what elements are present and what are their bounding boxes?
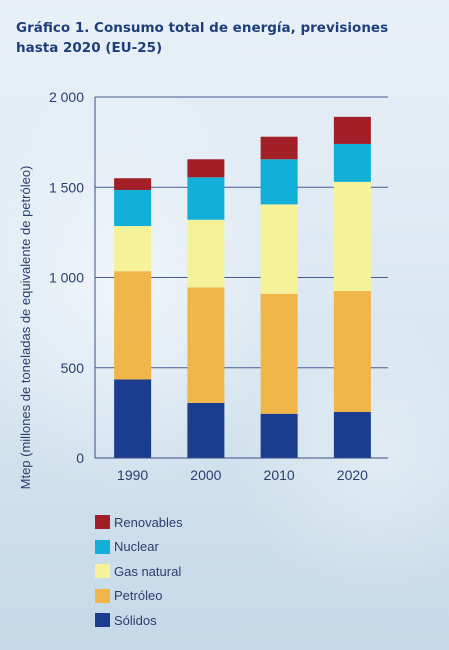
x-tick-label: 2020 bbox=[337, 467, 368, 483]
bar-segment-renovables-1990 bbox=[114, 178, 152, 190]
bar-segment-renovables-2020 bbox=[333, 116, 371, 144]
y-tick-label: 1 000 bbox=[49, 270, 84, 286]
bar-segment-nuclear-1990 bbox=[114, 189, 152, 227]
legend-swatch bbox=[95, 613, 110, 628]
y-axis-label: Mtep (millones de toneladas de equivalen… bbox=[18, 166, 33, 490]
legend-swatch bbox=[95, 539, 110, 554]
bar-segment-gas-natural-2020 bbox=[333, 181, 371, 292]
y-tick-label: 500 bbox=[61, 360, 85, 376]
chart-title-line-1: Gráfico 1. Consumo total de energía, pre… bbox=[16, 20, 389, 36]
chart-title: Gráfico 1. Consumo total de energía, pre… bbox=[16, 18, 436, 58]
bar-segment-nuclear-2020 bbox=[333, 143, 371, 182]
bar-segment-petr-leo-2020 bbox=[333, 291, 371, 412]
bar-segment-gas-natural-1990 bbox=[114, 226, 152, 272]
bar-stacks bbox=[114, 116, 371, 458]
chart-title-line-2: hasta 2020 (EU-25) bbox=[16, 40, 163, 56]
bar-segment-renovables-2000 bbox=[187, 159, 225, 178]
bar-segment-gas-natural-2010 bbox=[260, 204, 298, 294]
legend-label: Petróleo bbox=[114, 588, 163, 604]
legend-label: Sólidos bbox=[114, 612, 157, 628]
legend-swatch bbox=[95, 515, 110, 530]
legend-item: Gas natural bbox=[95, 559, 183, 584]
bar-segment-petr-leo-2010 bbox=[260, 293, 298, 414]
legend-item: Nuclear bbox=[95, 535, 183, 560]
x-tick-label: 2010 bbox=[264, 467, 295, 483]
axes bbox=[94, 97, 388, 459]
legend-item: Petróleo bbox=[95, 584, 183, 609]
bar-segment-nuclear-2000 bbox=[187, 177, 225, 220]
legend-item: Sólidos bbox=[95, 608, 183, 633]
y-tick-label: 0 bbox=[76, 450, 84, 466]
legend-swatch bbox=[95, 564, 110, 579]
legend-label: Nuclear bbox=[114, 539, 159, 555]
bar-segment-petr-leo-2000 bbox=[187, 287, 225, 403]
legend: Renovables Nuclear Gas natural Petróleo Sóli… bbox=[95, 510, 183, 633]
bar-stack-1990 bbox=[114, 178, 152, 458]
bar-segment-petr-leo-1990 bbox=[114, 271, 152, 380]
y-tick-labels: 0 500 1 000 1 500 2 000 bbox=[49, 89, 84, 466]
bar-segment-s-lidos-1990 bbox=[114, 379, 152, 458]
bar-stack-2020 bbox=[333, 116, 371, 458]
bar-segment-s-lidos-2000 bbox=[187, 402, 225, 458]
bar-segment-renovables-2010 bbox=[260, 136, 298, 160]
bar-segment-nuclear-2010 bbox=[260, 159, 298, 205]
bar-stack-2010 bbox=[260, 136, 298, 458]
bar-stack-2000 bbox=[187, 159, 225, 458]
x-tick-labels: 1990 2000 2010 2020 bbox=[117, 467, 368, 483]
legend-item: Renovables bbox=[95, 510, 183, 535]
y-tick-label: 1 500 bbox=[49, 179, 84, 195]
bar-segment-s-lidos-2010 bbox=[260, 413, 298, 458]
bar-segment-gas-natural-2000 bbox=[187, 219, 225, 288]
legend-label: Renovables bbox=[114, 514, 183, 530]
legend-swatch bbox=[95, 588, 110, 603]
y-tick-label: 2 000 bbox=[49, 89, 84, 105]
x-tick-label: 2000 bbox=[190, 467, 221, 483]
legend-label: Gas natural bbox=[114, 563, 182, 579]
bar-segment-s-lidos-2020 bbox=[333, 411, 371, 458]
x-tick-label: 1990 bbox=[117, 467, 148, 483]
